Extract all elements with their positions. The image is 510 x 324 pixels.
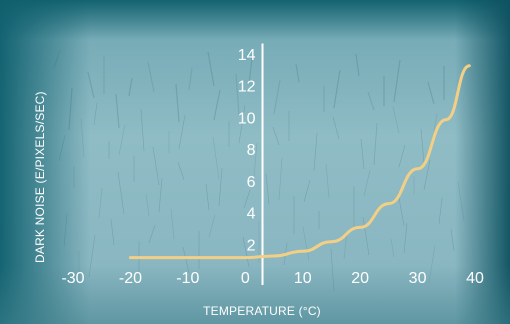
texture-strand — [253, 142, 258, 178]
texture-strand — [212, 136, 220, 180]
texture-strand — [398, 144, 406, 168]
texture-strand — [433, 112, 438, 132]
texture-strand — [362, 216, 370, 256]
series-line — [128, 64, 471, 260]
texture-strand — [272, 126, 280, 146]
texture-strand — [363, 169, 371, 197]
x-tick-label: 10 — [294, 270, 312, 287]
texture-strand — [170, 208, 175, 240]
texture-strand — [235, 73, 240, 117]
texture-strand — [450, 228, 455, 252]
texture-strand — [393, 59, 401, 103]
texture-strand — [390, 238, 395, 258]
texture-strand — [360, 138, 365, 170]
x-axis-ticks: -30 -20 -10 0 10 20 30 40 — [61, 270, 484, 287]
texture-strand — [207, 51, 215, 87]
texture-strand — [355, 53, 360, 77]
y-tick-label: 4 — [247, 206, 256, 223]
texture-strand — [332, 116, 340, 140]
texture-strand — [213, 89, 221, 121]
texture-strand — [392, 106, 400, 134]
texture-strand — [243, 189, 251, 209]
y-tick-label: 2 — [247, 237, 256, 254]
x-tick-label: -10 — [176, 270, 199, 287]
texture-strand — [420, 128, 425, 164]
y-tick-label: 8 — [247, 142, 256, 159]
x-tick-label: 40 — [466, 270, 484, 287]
texture-strand — [110, 218, 115, 246]
texture-strand — [152, 146, 160, 186]
texture-strand — [158, 177, 163, 213]
texture-strand — [117, 171, 125, 215]
y-axis-ticks: 2 4 6 8 10 12 14 — [238, 47, 256, 254]
texture-strand — [140, 108, 145, 152]
texture-strand — [373, 122, 378, 166]
texture-strand — [278, 157, 283, 201]
texture-strand — [98, 187, 103, 219]
y-tick-label: 10 — [238, 110, 256, 127]
texture-strand — [403, 222, 408, 254]
y-axis-label: DARK NOISE (E/PIXELS/SEC) — [33, 91, 47, 263]
texture-strand — [93, 102, 98, 126]
texture-strand — [295, 63, 300, 83]
texture-strand — [115, 93, 120, 129]
x-tick-label: 0 — [241, 270, 250, 287]
texture-strand — [205, 183, 210, 211]
texture-strand — [427, 81, 435, 105]
texture-strand — [128, 77, 133, 97]
texture-strand — [175, 83, 180, 123]
texture-strand — [188, 67, 193, 91]
texture-strand — [177, 161, 185, 181]
texture-strand — [265, 173, 270, 205]
texture-strand — [218, 167, 223, 207]
x-tick-label: -20 — [119, 270, 142, 287]
x-axis-label: TEMPERATURE (°C) — [203, 304, 321, 318]
texture-strand — [145, 193, 150, 217]
texture-strand — [325, 163, 330, 199]
texture-strand — [208, 214, 216, 238]
texture-strand — [423, 159, 431, 191]
texture-strand — [367, 91, 375, 111]
texture-strand — [118, 124, 126, 156]
x-tick-label: -30 — [61, 270, 84, 287]
texture-strand — [238, 104, 246, 144]
y-tick-label: 6 — [247, 174, 256, 191]
texture-strand — [148, 224, 156, 244]
texture-strand — [313, 132, 318, 172]
x-tick-label: 20 — [351, 270, 369, 287]
texture-strand — [242, 236, 250, 268]
plot-area: -30 -20 -10 0 10 20 30 40 2 4 6 8 10 12 14 — [61, 43, 484, 287]
texture-strand — [302, 226, 310, 262]
y-tick-label: 14 — [238, 47, 256, 64]
texture-strand — [303, 179, 311, 203]
texture-strand — [273, 79, 281, 115]
texture-strand — [438, 197, 443, 225]
texture-strand — [248, 57, 253, 85]
texture-strand — [333, 69, 341, 109]
x-tick-label: 30 — [409, 270, 427, 287]
texture-strand — [147, 61, 155, 93]
y-tick-label: 12 — [238, 79, 256, 96]
texture-strand — [343, 232, 348, 260]
texture-strand — [178, 114, 186, 150]
